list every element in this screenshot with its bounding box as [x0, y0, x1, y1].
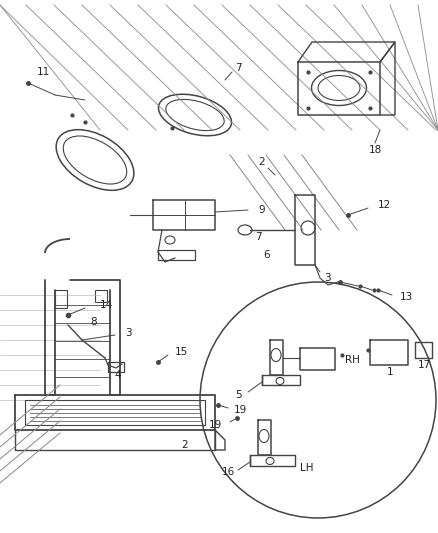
Text: 2: 2 [259, 157, 265, 167]
Text: 12: 12 [378, 200, 391, 210]
Text: 1: 1 [387, 367, 393, 377]
Bar [55, 290, 67, 308]
Bar [108, 362, 124, 372]
Text: 7: 7 [235, 63, 241, 73]
Text: 7: 7 [254, 232, 261, 242]
Text: 18: 18 [368, 145, 381, 155]
Text: 9: 9 [258, 205, 265, 215]
Text: 8: 8 [90, 317, 97, 327]
Text: 6: 6 [264, 250, 270, 260]
Text: 15: 15 [175, 347, 188, 357]
Text: 19: 19 [234, 405, 247, 415]
Text: 11: 11 [36, 67, 49, 77]
Text: 3: 3 [324, 273, 331, 283]
Text: 4: 4 [115, 370, 121, 380]
Text: 16: 16 [221, 467, 235, 477]
Text: 13: 13 [400, 292, 413, 302]
Text: 19: 19 [209, 420, 222, 430]
Text: RH: RH [345, 355, 360, 365]
Text: 5: 5 [235, 390, 241, 400]
Text: 2: 2 [182, 440, 188, 450]
Text: LH: LH [300, 463, 314, 473]
Text: 14: 14 [100, 300, 113, 310]
Text: 3: 3 [125, 328, 132, 338]
Bar [95, 290, 107, 302]
Text: 17: 17 [417, 360, 431, 370]
